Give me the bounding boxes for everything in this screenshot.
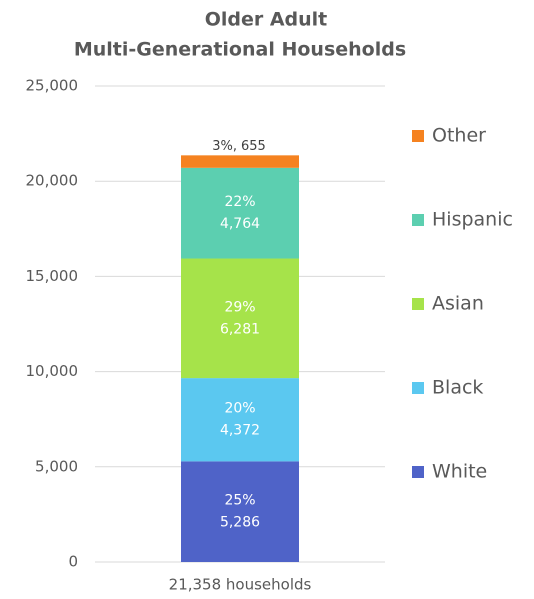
value-label: 4,372: [220, 423, 260, 439]
legend-label: Black: [432, 377, 483, 399]
legend-swatch: [412, 466, 424, 478]
share-label: 3%,: [212, 139, 237, 154]
value-label: 4,764: [220, 216, 260, 232]
y-tick-label: 15,000: [26, 267, 79, 285]
legend-swatch: [412, 130, 424, 142]
value-label: 6,281: [220, 321, 260, 337]
share-label: 20%: [224, 401, 255, 417]
y-tick-label: 10,000: [26, 362, 79, 380]
y-tick-label: 0: [68, 553, 78, 571]
bar-segment: [181, 461, 299, 562]
legend-swatch: [412, 298, 424, 310]
legend-label: Hispanic: [432, 209, 513, 231]
y-tick-label: 25,000: [26, 77, 79, 95]
bar-segment: [181, 167, 299, 259]
value-label: 655: [241, 139, 266, 154]
chart-title: Older Adult: [205, 9, 328, 31]
y-tick-label: 20,000: [26, 172, 79, 190]
share-label: 25%: [224, 493, 255, 509]
bar-segment: [181, 155, 299, 168]
legend-swatch: [412, 382, 424, 394]
share-label: 29%: [224, 299, 255, 315]
y-tick-label: 5,000: [35, 457, 78, 475]
legend-label: White: [432, 461, 487, 483]
value-label: 5,286: [220, 515, 260, 531]
x-tick-label: 21,358 households: [169, 576, 312, 594]
share-label: 22%: [224, 194, 255, 210]
bar-segment: [181, 258, 299, 379]
bar-segment: [181, 378, 299, 462]
legend-label: Other: [432, 125, 486, 147]
legend-swatch: [412, 214, 424, 226]
chart-title: Multi-Generational Households: [74, 39, 406, 61]
legend-label: Asian: [432, 293, 484, 315]
